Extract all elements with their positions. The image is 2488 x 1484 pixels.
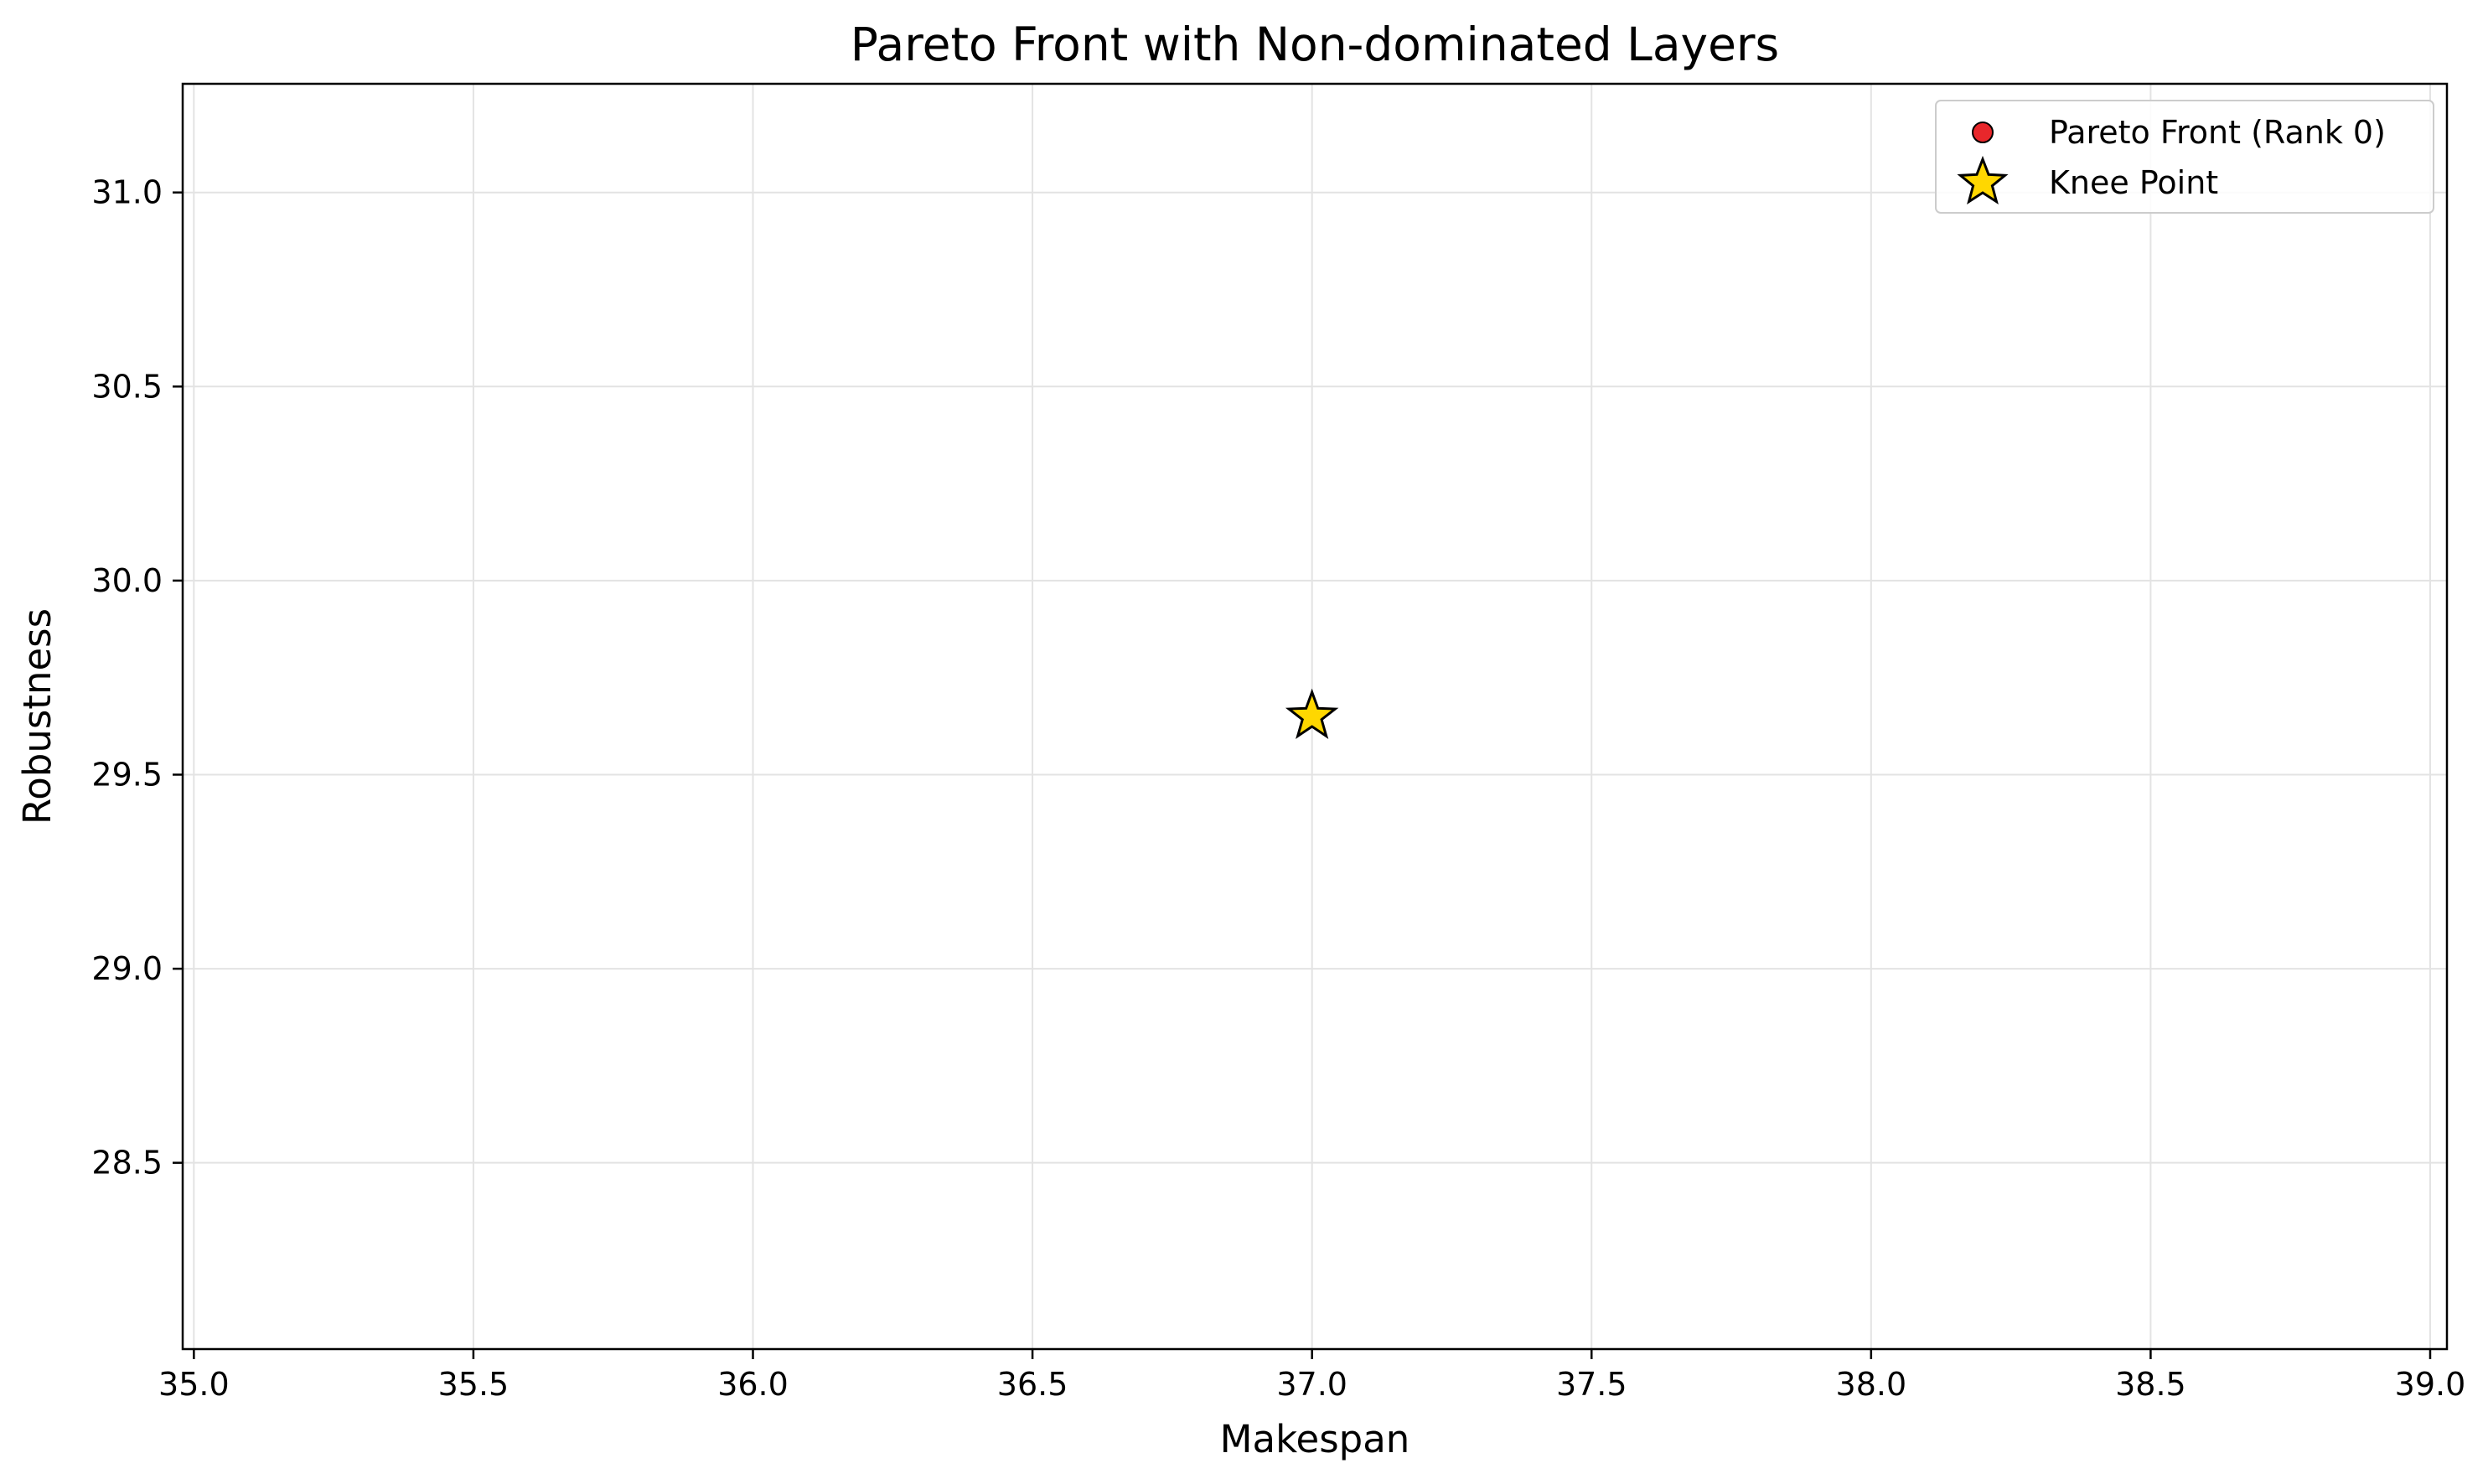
legend-label-pareto-front: Pareto Front (Rank 0): [2049, 114, 2386, 151]
x-tick-label: 38.5: [2115, 1366, 2186, 1403]
knee-point-marker: [1285, 688, 1339, 739]
y-axis-label: Robustness: [15, 608, 59, 825]
x-tick-label: 39.0: [2395, 1366, 2466, 1403]
legend: Pareto Front (Rank 0) Knee Point: [1935, 100, 2434, 214]
chart-title: Pareto Front with Non-dominated Layers: [851, 18, 1779, 71]
y-tick-label: 31.0: [91, 174, 163, 211]
legend-label-knee-point: Knee Point: [2049, 164, 2218, 201]
y-tick-label: 30.0: [91, 562, 163, 599]
x-tick-label: 35.0: [158, 1366, 230, 1403]
axis-ticks: 35.0 35.5 36.0 36.5 37.0 37.5 38.0 38.5 39.0 28.5…: [91, 174, 2465, 1403]
x-tick-label: 36.0: [717, 1366, 789, 1403]
legend-marker-pareto-front: [1972, 122, 1994, 143]
legend-box: [1935, 100, 2434, 214]
y-tick-label: 29.5: [91, 756, 163, 793]
x-tick-label: 38.0: [1836, 1366, 1907, 1403]
plot-area-frame: [181, 82, 2449, 1351]
legend-marker-knee-point: [1957, 155, 2009, 205]
x-axis-label: Makespan: [1220, 1417, 1410, 1461]
x-tick-label: 37.5: [1556, 1366, 1627, 1403]
y-tick-label: 29.0: [91, 950, 163, 987]
x-tick-label: 37.0: [1276, 1366, 1347, 1403]
grid: [183, 84, 2447, 1349]
y-tick-label: 28.5: [91, 1145, 163, 1182]
y-tick-label: 30.5: [91, 368, 163, 405]
x-tick-label: 36.5: [997, 1366, 1068, 1403]
data-points: [1285, 688, 1339, 739]
x-tick-label: 35.5: [438, 1366, 509, 1403]
